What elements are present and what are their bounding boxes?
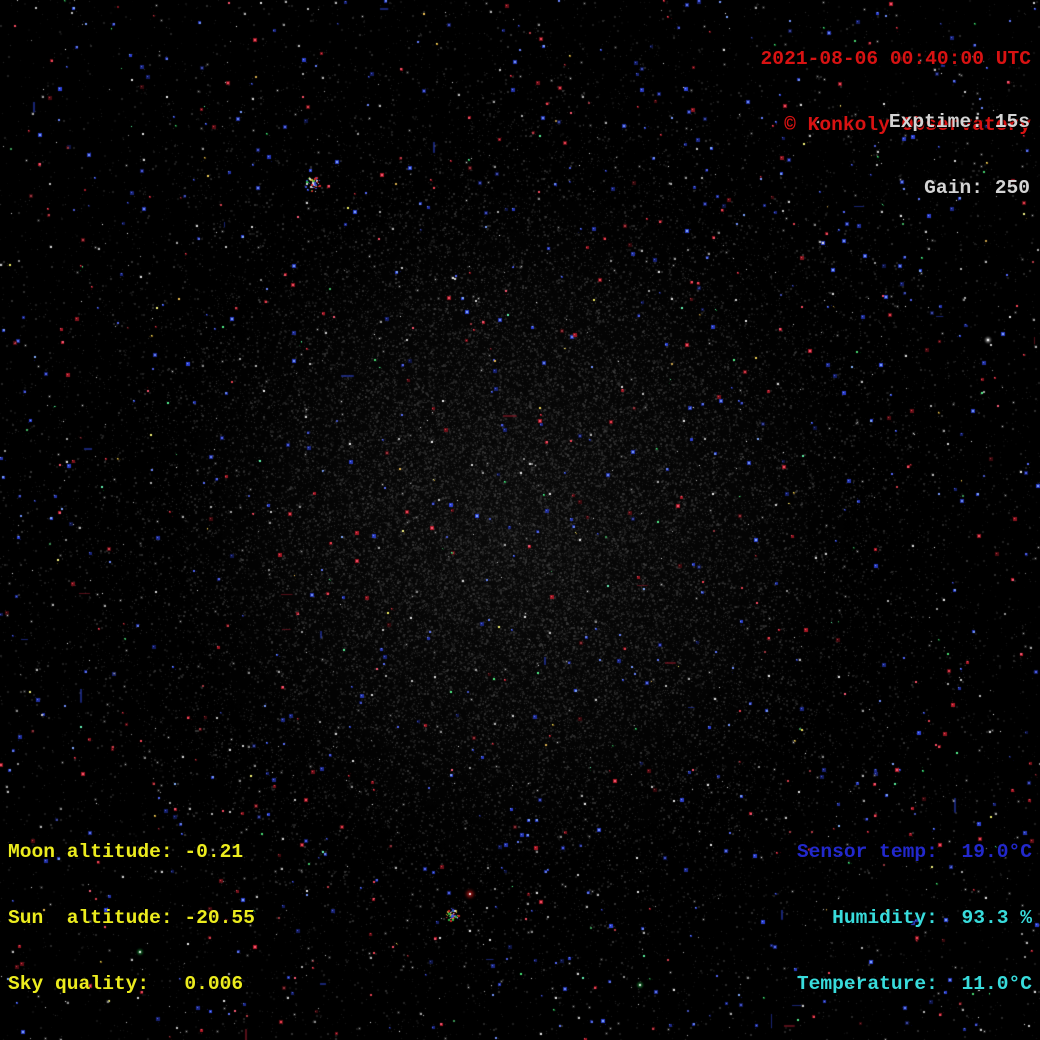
sensor-temp-text: Sensor temp: 19.0°C [796, 841, 1032, 863]
sun-altitude-text: Sun altitude: -20.55 [8, 907, 255, 929]
temperature-text: Temperature: 11.0°C [796, 973, 1032, 995]
camera-info-overlay: Exptime: 15s Gain: 250 [889, 67, 1030, 243]
environment-overlay: Sensor temp: 19.0°C Humidity: 93.3 % Tem… [797, 797, 1032, 1039]
observatory-credit: © Konkoly Observatory [784, 114, 1031, 136]
moon-altitude-text: Moon altitude: -0.21 [8, 841, 244, 863]
sky-telemetry-overlay: Moon altitude: -0.21 Sun altitude: -20.5… [8, 797, 255, 1039]
humidity-text: Humidity: 93.3 % [832, 907, 1032, 929]
gain-text: Gain: 250 [924, 177, 1030, 199]
sky-quality-text: Sky quality: 0.006 [8, 973, 244, 995]
timestamp-overlay: 2021-08-06 00:40:00 UTC © Konkoly Observ… [761, 4, 1031, 180]
exptime-text: Exptime: 15s [888, 111, 1030, 133]
timestamp-text: 2021-08-06 00:40:00 UTC [760, 48, 1031, 70]
